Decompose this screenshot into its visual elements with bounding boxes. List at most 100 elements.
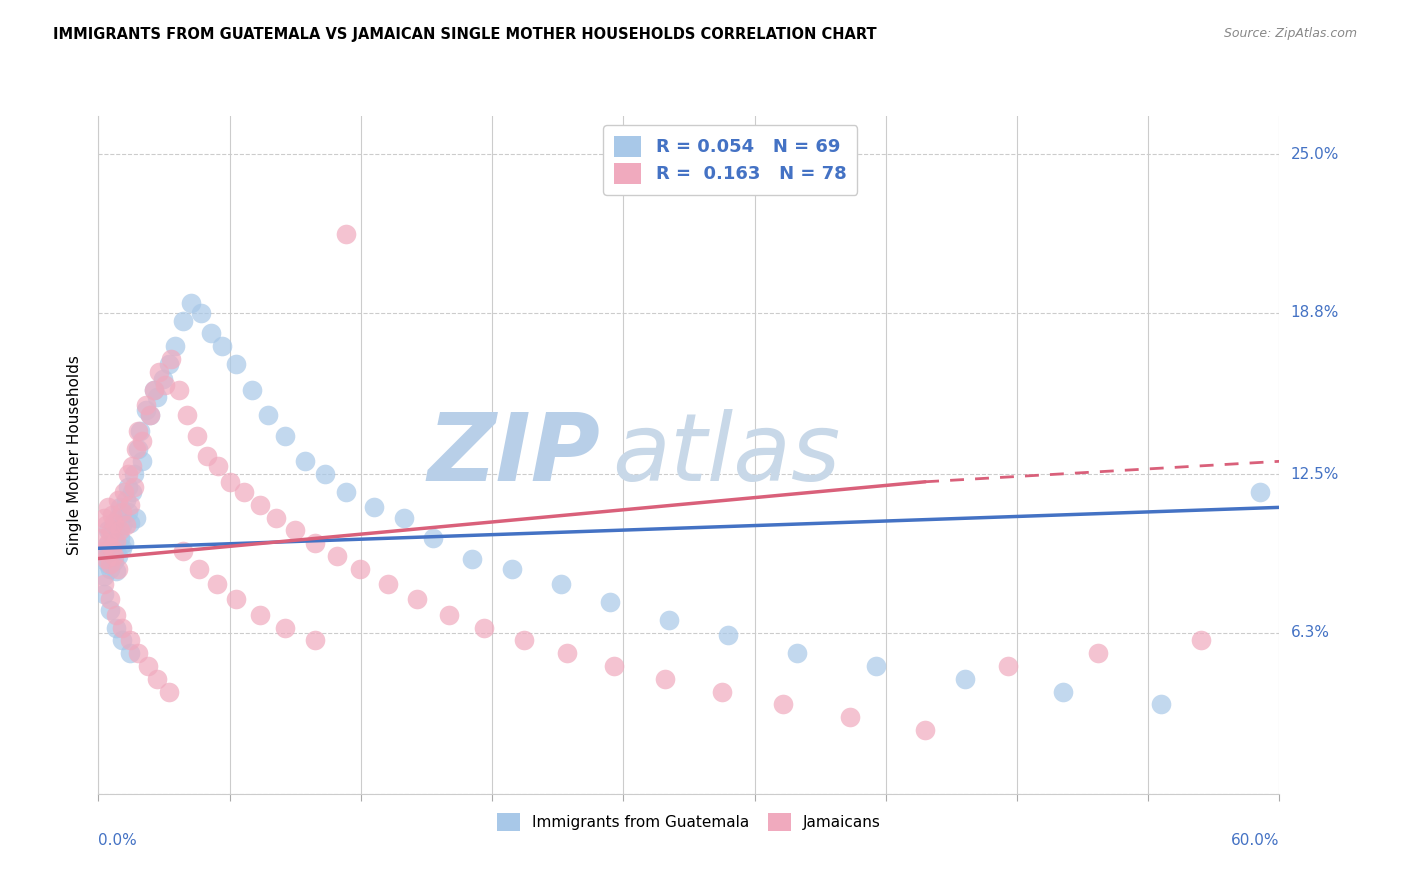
- Point: [96, 539, 118, 553]
- Point: [314, 467, 336, 482]
- Point: [363, 500, 385, 515]
- Text: Source: ZipAtlas.com: Source: ZipAtlas.com: [1223, 27, 1357, 40]
- Point: [1189, 633, 1212, 648]
- Point: [219, 475, 242, 489]
- Point: [335, 485, 357, 500]
- Point: [105, 544, 128, 558]
- Point: [112, 485, 135, 500]
- Point: [461, 551, 484, 566]
- Point: [118, 516, 141, 530]
- Point: [96, 518, 118, 533]
- Point: [111, 621, 134, 635]
- Point: [249, 498, 271, 512]
- Point: [111, 633, 134, 648]
- Point: [472, 621, 495, 635]
- Point: [93, 587, 115, 601]
- Point: [437, 607, 460, 622]
- Point: [786, 646, 808, 660]
- Point: [103, 533, 125, 548]
- Point: [256, 409, 278, 423]
- Point: [98, 562, 121, 576]
- Point: [155, 377, 177, 392]
- Point: [176, 409, 198, 423]
- Point: [603, 659, 626, 673]
- Point: [103, 516, 125, 530]
- Point: [108, 500, 131, 515]
- Text: ZIP: ZIP: [427, 409, 600, 501]
- Point: [187, 562, 209, 576]
- Point: [172, 313, 194, 327]
- Point: [195, 449, 218, 463]
- Point: [105, 533, 128, 548]
- Point: [325, 549, 347, 563]
- Point: [711, 684, 734, 698]
- Point: [138, 409, 160, 423]
- Text: 25.0%: 25.0%: [1291, 147, 1339, 161]
- Point: [122, 467, 145, 482]
- Point: [115, 518, 138, 533]
- Point: [225, 592, 247, 607]
- Point: [107, 562, 129, 576]
- Point: [117, 480, 139, 494]
- Point: [115, 492, 138, 507]
- Point: [98, 603, 121, 617]
- Point: [142, 383, 165, 397]
- Point: [152, 372, 174, 386]
- Point: [501, 562, 523, 576]
- Point: [233, 485, 256, 500]
- Point: [101, 546, 124, 560]
- Point: [117, 506, 139, 520]
- Point: [118, 646, 141, 660]
- Point: [180, 295, 202, 310]
- Point: [97, 557, 120, 571]
- Point: [125, 510, 148, 524]
- Point: [108, 524, 131, 538]
- Point: [103, 554, 125, 568]
- Point: [121, 485, 143, 500]
- Point: [207, 459, 229, 474]
- Text: 12.5%: 12.5%: [1291, 467, 1339, 482]
- Point: [240, 383, 263, 397]
- Point: [105, 621, 128, 635]
- Point: [914, 723, 936, 737]
- Point: [121, 459, 143, 474]
- Point: [377, 577, 399, 591]
- Point: [772, 698, 794, 712]
- Point: [93, 577, 115, 591]
- Point: [200, 326, 222, 341]
- Point: [97, 500, 120, 515]
- Point: [146, 672, 169, 686]
- Point: [112, 536, 135, 550]
- Point: [136, 659, 159, 673]
- Point: [284, 524, 307, 538]
- Point: [717, 628, 740, 642]
- Point: [997, 659, 1019, 673]
- Point: [599, 595, 621, 609]
- Text: 0.0%: 0.0%: [98, 833, 138, 847]
- Point: [406, 592, 429, 607]
- Point: [172, 544, 194, 558]
- Point: [142, 383, 165, 397]
- Point: [122, 480, 145, 494]
- Point: [190, 306, 212, 320]
- Point: [98, 525, 121, 540]
- Point: [1150, 698, 1173, 712]
- Point: [107, 510, 129, 524]
- Point: [97, 536, 120, 550]
- Point: [225, 357, 247, 371]
- Point: [157, 357, 180, 371]
- Point: [105, 564, 128, 578]
- Point: [111, 541, 134, 556]
- Point: [127, 646, 149, 660]
- Point: [89, 531, 111, 545]
- Point: [1087, 646, 1109, 660]
- Point: [107, 549, 129, 563]
- Point: [146, 390, 169, 404]
- Point: [101, 508, 124, 522]
- Point: [349, 562, 371, 576]
- Point: [93, 510, 115, 524]
- Point: [127, 424, 149, 438]
- Point: [294, 454, 316, 468]
- Point: [93, 569, 115, 583]
- Point: [186, 428, 208, 442]
